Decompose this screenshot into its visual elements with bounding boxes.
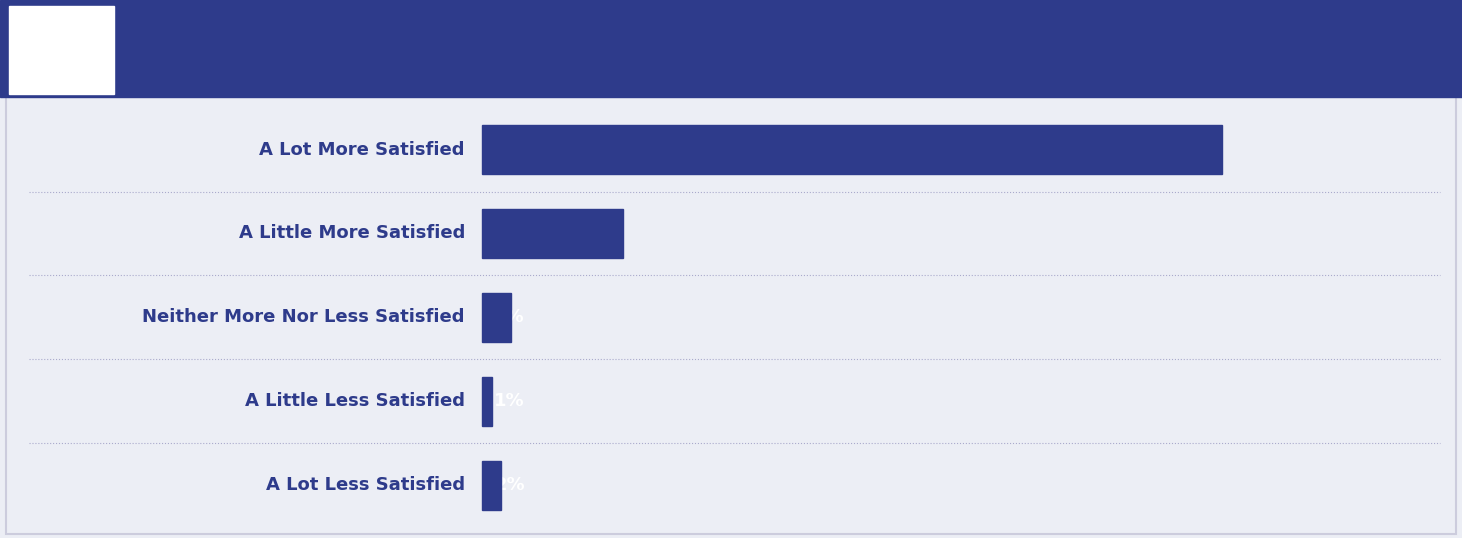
- Text: 3%: 3%: [494, 308, 525, 327]
- Text: A Little Less Satisfied: A Little Less Satisfied: [246, 392, 465, 410]
- Circle shape: [88, 16, 101, 27]
- Circle shape: [53, 67, 70, 81]
- Text: A Lot Less Satisfied: A Lot Less Satisfied: [266, 476, 465, 494]
- Text: 15%: 15%: [494, 224, 537, 243]
- Circle shape: [22, 16, 35, 27]
- Text: 2%: 2%: [494, 476, 525, 494]
- Text: A Little More Satisfied: A Little More Satisfied: [238, 224, 465, 243]
- Text: A Lot More Satisfied: A Lot More Satisfied: [259, 140, 465, 159]
- Text: Neither More Nor Less Satisfied: Neither More Nor Less Satisfied: [142, 308, 465, 327]
- Text: Life Satisfaction Since Transitioning Gender: Life Satisfaction Since Transitioning Ge…: [132, 37, 751, 60]
- Text: 1%: 1%: [494, 392, 525, 410]
- Text: 79%: 79%: [494, 140, 537, 159]
